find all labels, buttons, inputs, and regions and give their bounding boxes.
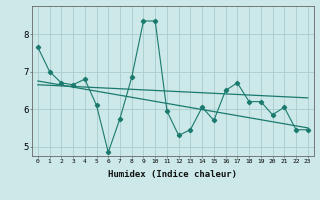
X-axis label: Humidex (Indice chaleur): Humidex (Indice chaleur) bbox=[108, 170, 237, 179]
